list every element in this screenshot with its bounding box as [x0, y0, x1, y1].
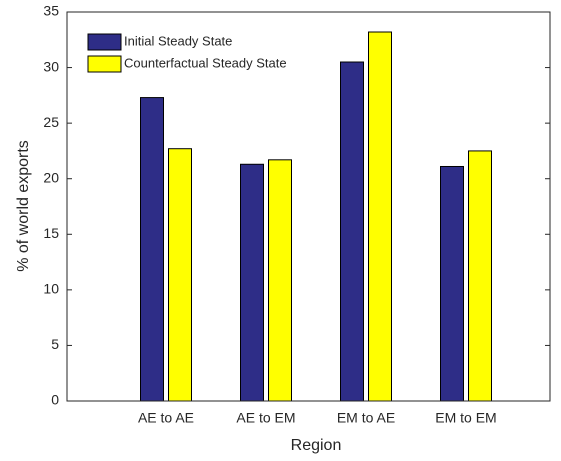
y-tick-label: 35 — [43, 3, 59, 19]
y-tick-label: 30 — [43, 58, 59, 74]
legend-label: Counterfactual Steady State — [124, 55, 287, 70]
x-tick-label: AE to AE — [138, 410, 194, 426]
y-axis-label: % of world exports — [15, 140, 32, 272]
bar — [140, 97, 164, 402]
axes-box — [66, 11, 551, 402]
y-tick-label: 5 — [51, 336, 59, 352]
y-tick-label: 20 — [43, 169, 59, 185]
bar — [240, 163, 264, 402]
bar — [368, 31, 392, 402]
y-tick-label: 25 — [43, 114, 59, 130]
x-axis-label: Region — [291, 437, 342, 454]
bar — [468, 150, 492, 402]
bar — [268, 159, 292, 402]
x-tick-label: AE to EM — [236, 410, 295, 426]
x-tick-label: EM to EM — [435, 410, 496, 426]
bar — [340, 61, 364, 402]
y-tick-label: 10 — [43, 281, 59, 297]
bar — [168, 148, 192, 402]
legend-label: Initial Steady State — [124, 33, 232, 48]
legend-swatch — [87, 55, 122, 73]
bar — [440, 165, 464, 402]
x-tick-label: EM to AE — [337, 410, 395, 426]
y-tick-label: 15 — [43, 225, 59, 241]
y-tick-label: 0 — [51, 392, 59, 408]
legend-swatch — [87, 33, 122, 51]
